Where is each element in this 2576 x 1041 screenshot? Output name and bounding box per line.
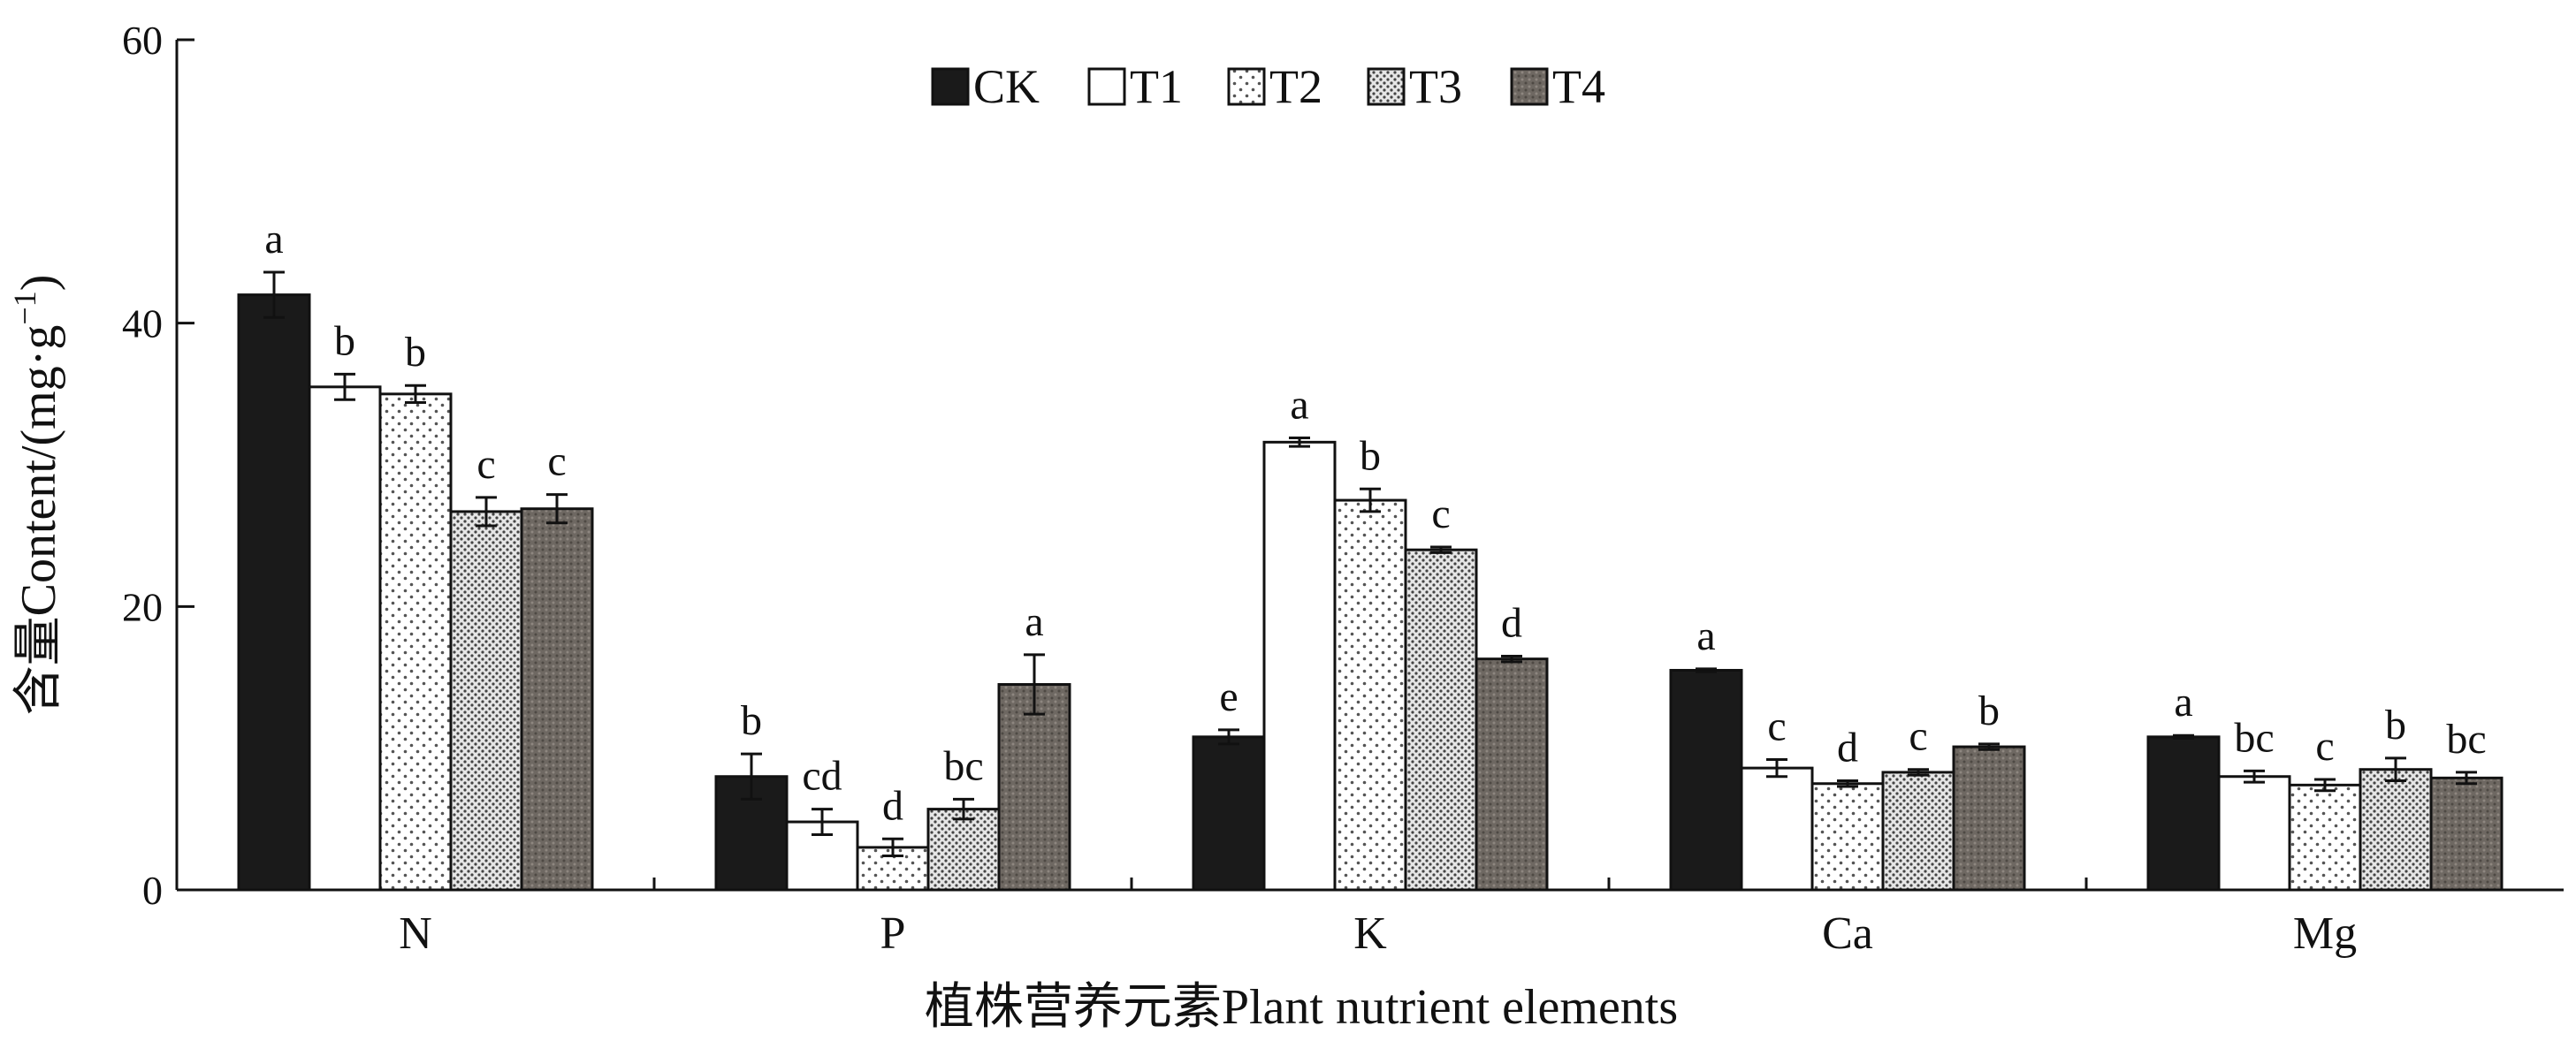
significance-label: b bbox=[1360, 432, 1381, 479]
legend-item-t3: T3 bbox=[1367, 60, 1462, 113]
significance-label: bc bbox=[2234, 714, 2274, 761]
bar-t4-mg bbox=[2429, 776, 2504, 892]
x-tick-label: Ca bbox=[1822, 908, 1873, 959]
bar-t1-n bbox=[308, 385, 382, 892]
legend-label: T4 bbox=[1552, 60, 1605, 113]
y-axis-title: 含量Content/(mg·g−1) bbox=[7, 275, 66, 716]
y-tick-label: 0 bbox=[142, 868, 163, 913]
significance-label: a bbox=[264, 216, 283, 262]
legend-label: T1 bbox=[1130, 60, 1183, 113]
significance-label: d bbox=[882, 782, 903, 829]
legend-swatch bbox=[1367, 67, 1406, 106]
significance-label: bc bbox=[2446, 716, 2486, 763]
y-tick-label: 20 bbox=[122, 584, 163, 629]
x-tick-label: N bbox=[399, 908, 432, 959]
legend: CK T1 T2 T3 T4 bbox=[931, 60, 1605, 113]
significance-label: a bbox=[1025, 598, 1043, 645]
x-tick-label: P bbox=[880, 908, 906, 959]
legend-label: T2 bbox=[1269, 60, 1322, 113]
bar-t1-k bbox=[1262, 440, 1337, 892]
legend-swatch bbox=[1510, 67, 1549, 106]
significance-label: c bbox=[2315, 723, 2334, 770]
significance-label: cd bbox=[802, 753, 842, 800]
bar-t3-k bbox=[1404, 548, 1478, 892]
legend-item-t1: T1 bbox=[1087, 60, 1183, 113]
significance-label: c bbox=[1431, 490, 1450, 537]
y-axis-title-sup: −1 bbox=[7, 291, 42, 324]
bar-t3-ca bbox=[1881, 771, 1955, 892]
significance-label: e bbox=[1219, 673, 1238, 720]
significance-label: b bbox=[1978, 688, 2000, 734]
significance-label: a bbox=[1290, 382, 1308, 429]
bar-ck-n bbox=[237, 293, 311, 892]
significance-label: c bbox=[1909, 713, 1927, 760]
significance-label: c bbox=[1767, 703, 1786, 749]
significance-label: bc bbox=[943, 742, 983, 789]
bar-t4-ca bbox=[1952, 745, 2026, 892]
x-tick-label: K bbox=[1353, 908, 1387, 959]
bar-t2-ca bbox=[1810, 782, 1885, 892]
significance-label: a bbox=[1696, 612, 1715, 659]
legend-swatch bbox=[931, 67, 970, 106]
bar-ck-mg bbox=[2146, 735, 2221, 892]
significance-label: c bbox=[547, 438, 566, 485]
significance-label: a bbox=[2174, 679, 2192, 726]
y-axis-title-suffix: ) bbox=[11, 275, 66, 292]
y-tick-label: 40 bbox=[122, 301, 163, 346]
bar-t3-mg bbox=[2359, 768, 2433, 892]
significance-label: b bbox=[2385, 702, 2406, 748]
bar-t2-n bbox=[378, 392, 453, 892]
legend-swatch bbox=[1227, 67, 1266, 106]
legend-label: T3 bbox=[1409, 60, 1462, 113]
bar-t3-n bbox=[449, 510, 523, 892]
bar-ck-ca bbox=[1669, 668, 1743, 892]
bar-t4-n bbox=[520, 507, 594, 892]
bar-t1-ca bbox=[1740, 766, 1814, 892]
legend-item-t4: T4 bbox=[1510, 60, 1605, 113]
bar-ck-k bbox=[1192, 735, 1266, 892]
legend-label: CK bbox=[973, 60, 1040, 113]
legend-item-t2: T2 bbox=[1227, 60, 1322, 113]
x-tick-label: Mg bbox=[2293, 908, 2357, 959]
significance-label: b bbox=[405, 329, 426, 376]
y-axis-title-prefix: 含量Content/(mg·g bbox=[11, 325, 66, 716]
legend-swatch bbox=[1087, 67, 1126, 106]
bar-t4-p bbox=[997, 683, 1071, 892]
bar-t2-mg bbox=[2288, 783, 2362, 892]
legend-item-ck: CK bbox=[931, 60, 1040, 113]
x-axis-title: 植株营养元素Plant nutrient elements bbox=[925, 980, 1678, 1035]
significance-label: b bbox=[741, 697, 762, 744]
bar-t3-p bbox=[926, 808, 1001, 892]
significance-label: d bbox=[1837, 725, 1858, 771]
significance-label: d bbox=[1501, 599, 1522, 646]
bar-t4-k bbox=[1475, 657, 1549, 892]
significance-label: b bbox=[334, 317, 355, 364]
y-tick-label: 60 bbox=[122, 18, 163, 63]
bar-t2-k bbox=[1333, 498, 1407, 892]
significance-label: c bbox=[476, 441, 495, 488]
bar-t1-mg bbox=[2217, 775, 2291, 892]
